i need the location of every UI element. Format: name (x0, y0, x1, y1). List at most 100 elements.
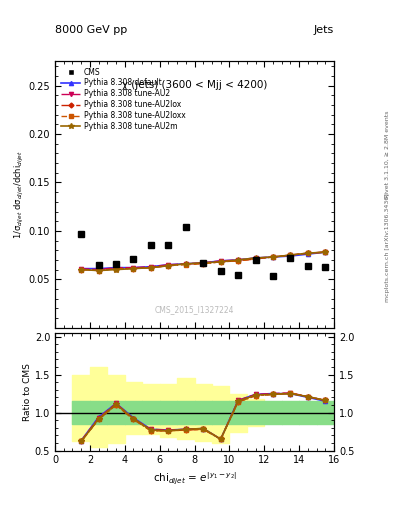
Pythia 8.308 tune-AU2m (96, 267, 101, 273)
Line: Pythia 8.308 tune-AU2loxx: Pythia 8.308 tune-AU2loxx (79, 250, 327, 272)
Line: Pythia 8.308 default: Pythia 8.308 default (79, 250, 327, 271)
Text: 8000 GeV pp: 8000 GeV pp (55, 25, 127, 35)
Line: Pythia 8.308 tune-AU2lox: Pythia 8.308 tune-AU2lox (79, 250, 327, 272)
Pythia 8.308 tune-AU2lox (114, 266, 118, 272)
CMS (305, 263, 310, 269)
Pythia 8.308 tune-AU2lox (149, 265, 153, 271)
Pythia 8.308 tune-AU2 (236, 257, 241, 263)
Pythia 8.308 default (166, 262, 171, 268)
Pythia 8.308 tune-AU2m (114, 267, 118, 273)
Pythia 8.308 tune-AU2loxx (184, 262, 188, 268)
Pythia 8.308 tune-AU2lox (166, 263, 171, 269)
Y-axis label: 1/σ$_{dijet}$ dσ$_{dijet}$/dchi$_{dijet}$: 1/σ$_{dijet}$ dσ$_{dijet}$/dchi$_{dijet}… (13, 150, 26, 239)
Pythia 8.308 tune-AU2loxx (166, 263, 171, 269)
CMS (236, 272, 241, 279)
Text: mcplots.cern.ch [arXiv:1306.3436]: mcplots.cern.ch [arXiv:1306.3436] (385, 194, 389, 302)
Pythia 8.308 default (253, 255, 258, 261)
Pythia 8.308 tune-AU2m (323, 249, 328, 255)
Pythia 8.308 tune-AU2lox (236, 258, 241, 264)
Pythia 8.308 tune-AU2loxx (305, 250, 310, 256)
Pythia 8.308 tune-AU2 (79, 266, 84, 272)
Pythia 8.308 tune-AU2loxx (114, 266, 118, 272)
Pythia 8.308 default (131, 265, 136, 271)
Pythia 8.308 tune-AU2loxx (219, 259, 223, 265)
CMS (323, 264, 328, 270)
Pythia 8.308 default (236, 257, 241, 263)
Pythia 8.308 tune-AU2loxx (201, 261, 206, 267)
CMS (271, 273, 275, 280)
CMS (114, 261, 118, 267)
Pythia 8.308 tune-AU2 (288, 252, 293, 258)
Line: Pythia 8.308 tune-AU2m: Pythia 8.308 tune-AU2m (78, 249, 328, 273)
CMS (79, 231, 84, 237)
Pythia 8.308 tune-AU2m (288, 252, 293, 258)
Pythia 8.308 tune-AU2m (219, 259, 223, 265)
Pythia 8.308 tune-AU2 (305, 250, 310, 256)
Pythia 8.308 tune-AU2lox (79, 267, 84, 273)
Pythia 8.308 tune-AU2lox (323, 249, 328, 255)
Pythia 8.308 default (288, 253, 293, 259)
Pythia 8.308 tune-AU2lox (271, 254, 275, 260)
CMS (253, 257, 258, 263)
Pythia 8.308 tune-AU2loxx (253, 256, 258, 262)
Pythia 8.308 tune-AU2lox (131, 266, 136, 272)
Pythia 8.308 default (201, 260, 206, 266)
Pythia 8.308 tune-AU2loxx (271, 254, 275, 260)
Text: Rivet 3.1.10, ≥ 2.8M events: Rivet 3.1.10, ≥ 2.8M events (385, 111, 389, 198)
Pythia 8.308 tune-AU2 (271, 254, 275, 260)
Pythia 8.308 default (149, 264, 153, 270)
CMS (96, 262, 101, 268)
Pythia 8.308 tune-AU2 (166, 262, 171, 268)
Pythia 8.308 tune-AU2lox (96, 267, 101, 273)
Pythia 8.308 tune-AU2 (201, 260, 206, 266)
Pythia 8.308 default (305, 251, 310, 257)
Pythia 8.308 tune-AU2loxx (96, 267, 101, 273)
Pythia 8.308 tune-AU2lox (253, 256, 258, 262)
Legend: CMS, Pythia 8.308 default, Pythia 8.308 tune-AU2, Pythia 8.308 tune-AU2lox, Pyth: CMS, Pythia 8.308 default, Pythia 8.308 … (59, 65, 188, 134)
CMS (166, 242, 171, 248)
Pythia 8.308 tune-AU2lox (305, 250, 310, 256)
Pythia 8.308 tune-AU2m (201, 260, 206, 266)
CMS (288, 255, 293, 261)
Y-axis label: Ratio to CMS: Ratio to CMS (23, 362, 32, 421)
Pythia 8.308 tune-AU2m (236, 257, 241, 263)
Pythia 8.308 tune-AU2loxx (131, 266, 136, 272)
Pythia 8.308 default (271, 254, 275, 260)
Pythia 8.308 tune-AU2lox (201, 261, 206, 267)
Pythia 8.308 tune-AU2lox (288, 252, 293, 258)
Text: CMS_2015_I1327224: CMS_2015_I1327224 (155, 305, 234, 314)
Pythia 8.308 tune-AU2m (253, 255, 258, 261)
Pythia 8.308 default (184, 261, 188, 267)
Pythia 8.308 tune-AU2m (271, 254, 275, 260)
CMS (219, 267, 223, 273)
Pythia 8.308 tune-AU2 (219, 258, 223, 264)
Pythia 8.308 tune-AU2 (114, 265, 118, 271)
Pythia 8.308 tune-AU2m (166, 263, 171, 269)
Pythia 8.308 tune-AU2loxx (149, 265, 153, 271)
Pythia 8.308 tune-AU2loxx (79, 267, 84, 273)
Pythia 8.308 tune-AU2 (131, 265, 136, 271)
CMS (201, 260, 206, 266)
Pythia 8.308 default (219, 258, 223, 264)
Pythia 8.308 tune-AU2loxx (323, 249, 328, 255)
Line: CMS: CMS (78, 224, 329, 280)
Line: Pythia 8.308 tune-AU2: Pythia 8.308 tune-AU2 (79, 250, 327, 272)
Pythia 8.308 tune-AU2 (323, 249, 328, 255)
Pythia 8.308 tune-AU2m (184, 261, 188, 267)
Pythia 8.308 default (114, 265, 118, 271)
Pythia 8.308 default (96, 266, 101, 272)
CMS (149, 242, 153, 248)
CMS (131, 256, 136, 262)
Pythia 8.308 default (79, 266, 84, 272)
Pythia 8.308 tune-AU2 (184, 261, 188, 267)
Pythia 8.308 tune-AU2lox (219, 259, 223, 265)
Pythia 8.308 tune-AU2m (79, 267, 84, 273)
Pythia 8.308 tune-AU2 (149, 264, 153, 270)
Text: χ (jets) (3600 < Mjj < 4200): χ (jets) (3600 < Mjj < 4200) (122, 80, 267, 90)
Pythia 8.308 tune-AU2 (253, 255, 258, 261)
Pythia 8.308 tune-AU2m (149, 265, 153, 271)
Pythia 8.308 tune-AU2m (131, 266, 136, 272)
Pythia 8.308 default (323, 249, 328, 255)
Pythia 8.308 tune-AU2loxx (236, 258, 241, 264)
Pythia 8.308 tune-AU2lox (184, 261, 188, 267)
